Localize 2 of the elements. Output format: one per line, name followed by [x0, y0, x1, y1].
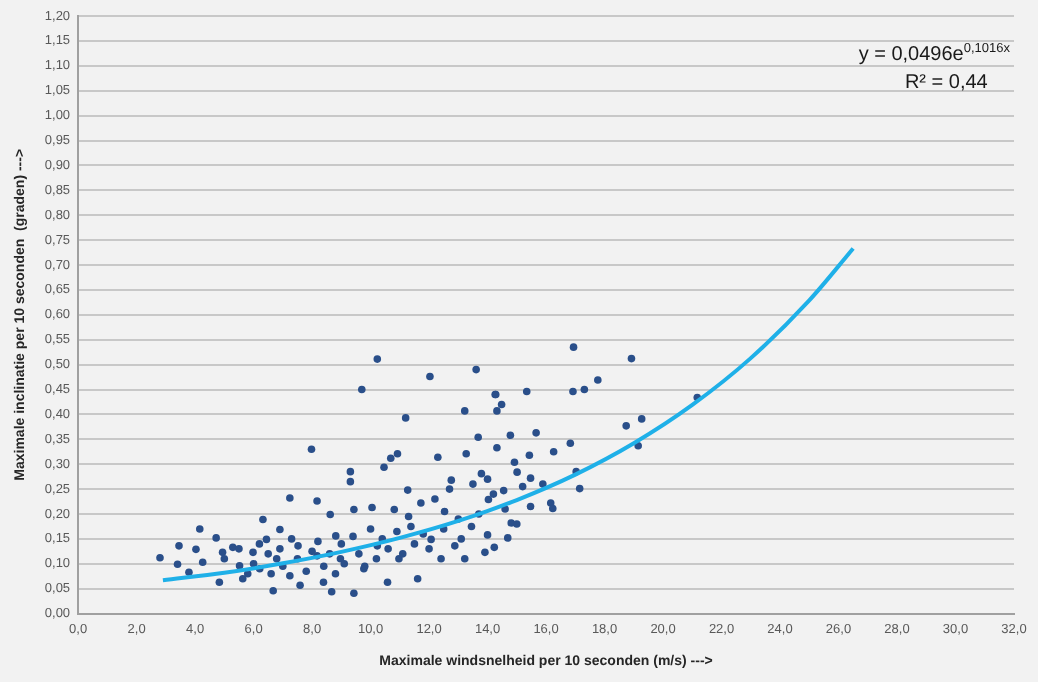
line-series [160, 246, 856, 583]
annotation: R² = 0,44 [904, 72, 989, 94]
